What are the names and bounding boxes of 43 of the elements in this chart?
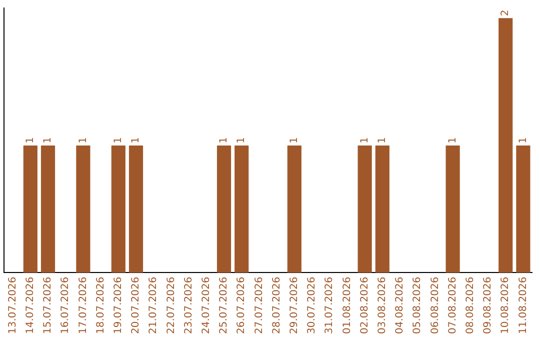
- data-label: 1: [288, 137, 300, 144]
- x-tick-label: 08.08.2026: [464, 276, 476, 334]
- x-tick-label: 28.07.2026: [271, 276, 282, 334]
- data-label: 1: [42, 137, 54, 144]
- x-tick-label: 11.08.2026: [518, 276, 529, 334]
- x-tick-label: 05.08.2026: [412, 276, 424, 334]
- data-label: 1: [24, 137, 36, 144]
- x-tick-label: 19.07.2026: [112, 276, 124, 334]
- data-label: 1: [78, 137, 89, 144]
- x-tick-label: 16.07.2026: [60, 276, 72, 334]
- x-tick-label: 20.07.2026: [130, 276, 142, 334]
- x-tick-label: 21.07.2026: [148, 276, 160, 334]
- x-tick-label: 23.07.2026: [183, 276, 194, 334]
- x-tick-label: 04.08.2026: [394, 276, 406, 334]
- x-tick-label: 01.08.2026: [342, 276, 353, 334]
- x-tick-label: 17.07.2026: [78, 276, 89, 334]
- x-tick-label: 31.07.2026: [324, 276, 336, 334]
- x-tick-label: 18.07.2026: [95, 276, 106, 334]
- x-tick-label: 26.07.2026: [236, 276, 248, 334]
- data-label: 1: [518, 137, 529, 144]
- x-tick-label: 02.08.2026: [359, 276, 370, 334]
- x-tick-label: 29.07.2026: [288, 276, 300, 334]
- data-label: 1: [359, 137, 370, 144]
- x-tick-label: 22.07.2026: [166, 276, 177, 334]
- x-tick-label: 06.08.2026: [430, 276, 441, 334]
- x-tick-label: 27.07.2026: [254, 276, 265, 334]
- x-tick-label: 13.07.2026: [7, 276, 18, 334]
- x-tick-label: 07.08.2026: [447, 276, 458, 334]
- x-tick-label: 24.07.2026: [200, 276, 212, 334]
- x-tick-label: 30.07.2026: [306, 276, 318, 334]
- x-tick-label: 03.08.2026: [376, 276, 388, 334]
- x-tick-label: 14.07.2026: [24, 276, 36, 334]
- data-label: 1: [236, 137, 248, 144]
- data-label: 1: [376, 137, 388, 144]
- data-label: 1: [447, 137, 458, 144]
- data-label: 1: [130, 137, 142, 144]
- x-tick-label: 25.07.2026: [218, 276, 230, 334]
- x-tick-label: 09.08.2026: [482, 276, 494, 334]
- x-tick-label: 10.08.2026: [500, 276, 512, 334]
- data-label: 1: [218, 137, 230, 144]
- data-label: 2: [500, 10, 512, 16]
- x-tick-label: 15.07.2026: [42, 276, 54, 334]
- data-label: 1: [112, 137, 124, 144]
